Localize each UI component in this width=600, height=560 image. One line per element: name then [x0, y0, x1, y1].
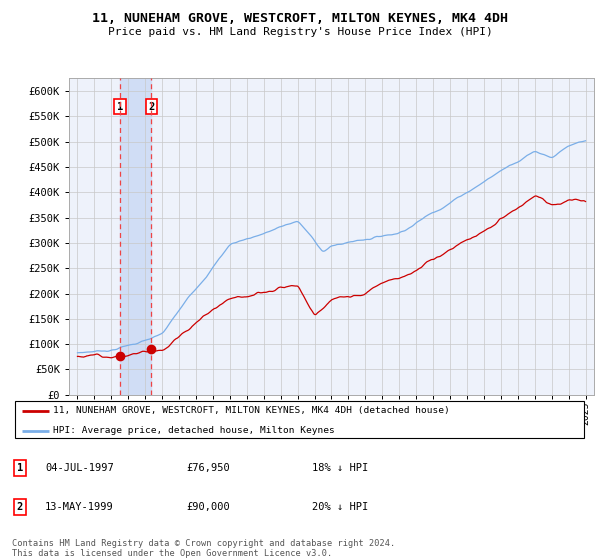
- Text: 18% ↓ HPI: 18% ↓ HPI: [312, 463, 368, 473]
- Text: 04-JUL-1997: 04-JUL-1997: [45, 463, 114, 473]
- Text: 2: 2: [17, 502, 23, 512]
- Text: 20% ↓ HPI: 20% ↓ HPI: [312, 502, 368, 512]
- Text: £90,000: £90,000: [186, 502, 230, 512]
- Text: 11, NUNEHAM GROVE, WESTCROFT, MILTON KEYNES, MK4 4DH: 11, NUNEHAM GROVE, WESTCROFT, MILTON KEY…: [92, 12, 508, 25]
- Bar: [120, 78, 151, 395]
- FancyBboxPatch shape: [15, 401, 584, 438]
- Text: 1: 1: [116, 102, 123, 112]
- Text: 2: 2: [148, 102, 155, 112]
- Text: 13-MAY-1999: 13-MAY-1999: [45, 502, 114, 512]
- Text: £76,950: £76,950: [186, 463, 230, 473]
- Text: Price paid vs. HM Land Registry's House Price Index (HPI): Price paid vs. HM Land Registry's House …: [107, 27, 493, 37]
- Text: 1: 1: [17, 463, 23, 473]
- Text: Contains HM Land Registry data © Crown copyright and database right 2024.
This d: Contains HM Land Registry data © Crown c…: [12, 539, 395, 558]
- Text: HPI: Average price, detached house, Milton Keynes: HPI: Average price, detached house, Milt…: [53, 426, 335, 435]
- Text: 11, NUNEHAM GROVE, WESTCROFT, MILTON KEYNES, MK4 4DH (detached house): 11, NUNEHAM GROVE, WESTCROFT, MILTON KEY…: [53, 406, 450, 415]
